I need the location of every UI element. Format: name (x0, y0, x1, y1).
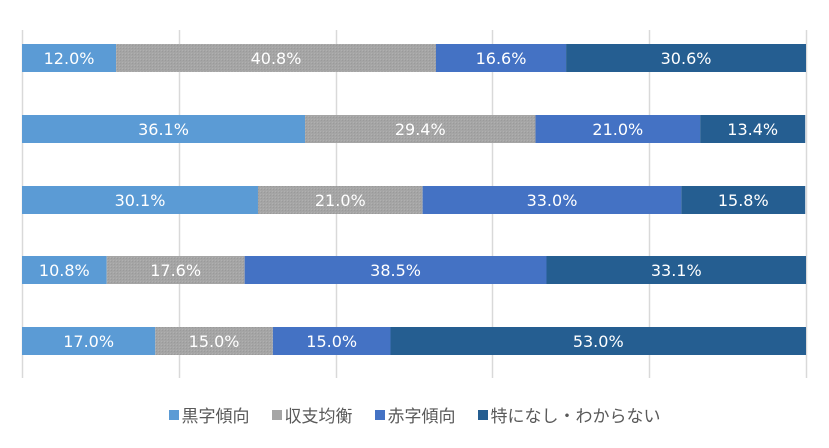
data-label: 10.8% (39, 261, 90, 280)
data-label: 30.6% (661, 49, 712, 68)
data-label: 33.0% (527, 191, 578, 210)
data-label: 40.8% (251, 49, 302, 68)
data-label: 21.0% (592, 120, 643, 139)
data-label: 29.4% (395, 120, 446, 139)
data-label: 15.8% (718, 191, 769, 210)
legend-label: 特になし・わからない (490, 407, 661, 427)
data-label: 12.0% (44, 49, 95, 68)
bar-segment (106, 256, 245, 284)
data-label: 16.6% (476, 49, 527, 68)
bar-segment (435, 44, 567, 72)
data-labels: 12.0% 40.8% 16.6% 30.6% 36.1% 29.4% 21.0% 13.4%… (39, 49, 778, 351)
data-label: 53.0% (573, 332, 624, 351)
data-label: 36.1% (138, 120, 189, 139)
bar-segment (257, 186, 423, 214)
data-label: 21.0% (315, 191, 366, 210)
bar-segment (116, 44, 436, 72)
legend: 黒字傾向 収支均衡 赤字傾向 特になし・わからない (0, 402, 829, 427)
legend-item-black: 黒字傾向 (168, 402, 250, 427)
bar-segment (546, 256, 806, 284)
legend-swatch (374, 409, 385, 420)
bar-segment (272, 327, 391, 355)
legend-label: 赤字傾向 (387, 407, 456, 427)
bar-segment (681, 186, 806, 214)
data-label: 13.4% (727, 120, 778, 139)
bar-segment (22, 44, 117, 72)
legend-label: 収支均衡 (284, 407, 353, 427)
bar-segment (155, 327, 273, 355)
bars (22, 44, 806, 355)
bar-segment (422, 186, 682, 214)
bar-segment (22, 186, 258, 214)
legend-swatch (477, 409, 488, 420)
bar-segment (700, 115, 806, 143)
legend-item-balanced: 収支均衡 (271, 402, 353, 427)
bar-segment (22, 115, 306, 143)
data-label: 17.6% (150, 261, 201, 280)
legend-swatch (168, 409, 179, 420)
bar-segment (22, 256, 107, 284)
bar-segment (305, 115, 536, 143)
legend-label: 黒字傾向 (181, 407, 250, 427)
data-label: 15.0% (306, 332, 357, 351)
legend-item-red: 赤字傾向 (374, 402, 456, 427)
legend-swatch (271, 409, 282, 420)
bar-segment (535, 115, 701, 143)
data-label: 30.1% (115, 191, 166, 210)
data-label: 15.0% (189, 332, 240, 351)
data-label: 33.1% (651, 261, 702, 280)
bar-segment (244, 256, 547, 284)
data-label: 17.0% (63, 332, 114, 351)
bar-segment (390, 327, 806, 355)
bar-segment (566, 44, 806, 72)
data-label: 38.5% (370, 261, 421, 280)
bar-segment (22, 327, 156, 355)
legend-item-none: 特になし・わからない (477, 402, 661, 427)
